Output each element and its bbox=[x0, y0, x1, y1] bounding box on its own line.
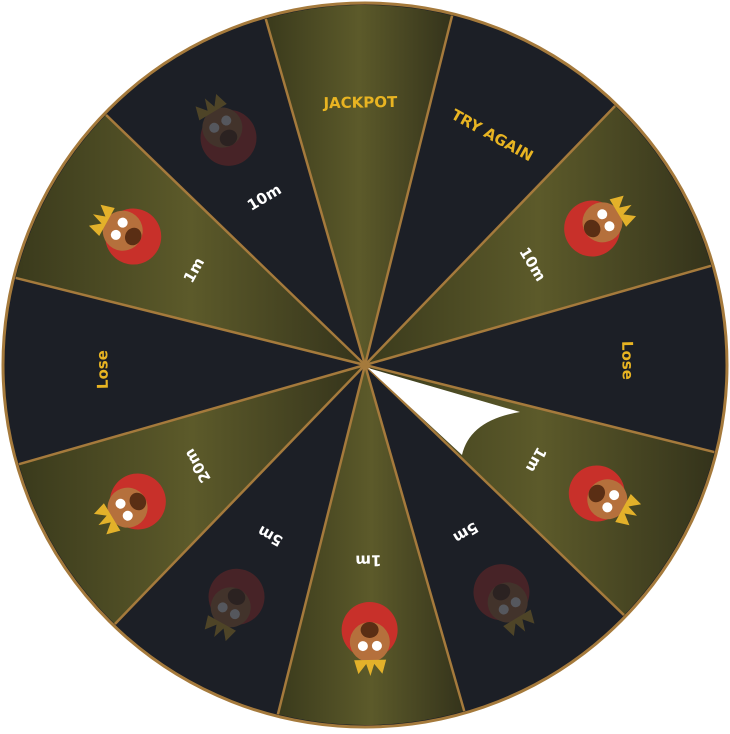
mascot-eye bbox=[229, 609, 240, 620]
mascot-beard bbox=[219, 129, 238, 147]
segment-divider bbox=[105, 114, 366, 366]
mascot-eye bbox=[122, 510, 133, 521]
segment-label: Lose bbox=[618, 341, 637, 380]
mascot-eye bbox=[110, 229, 121, 240]
wheel-segment bbox=[277, 365, 465, 725]
mascot-eye bbox=[217, 602, 228, 613]
mascot-beard bbox=[583, 219, 601, 238]
mascot-beard bbox=[492, 583, 511, 601]
mascot-eye bbox=[609, 490, 620, 501]
segment-divider bbox=[364, 105, 616, 366]
segment-divider bbox=[363, 364, 466, 712]
mascot-icon bbox=[195, 93, 257, 166]
mascot-icon bbox=[204, 568, 265, 642]
segment-label: JACKPOT bbox=[322, 93, 398, 112]
mascot-eye bbox=[115, 498, 126, 509]
mascot-eye bbox=[510, 597, 521, 608]
mascot-beard bbox=[360, 621, 379, 638]
segment-divider bbox=[363, 15, 454, 366]
mascot-eye bbox=[371, 640, 382, 651]
mascot-icon bbox=[473, 564, 535, 637]
mascot-crown bbox=[354, 659, 387, 676]
mascot-eye bbox=[597, 209, 608, 220]
mascot-crown bbox=[88, 204, 115, 236]
mascot-icon bbox=[564, 195, 637, 257]
mascot-crown bbox=[503, 609, 535, 637]
wheel-segment bbox=[265, 4, 453, 365]
wheel-segment bbox=[106, 18, 366, 365]
mascot-crown bbox=[93, 503, 121, 535]
mascot-head bbox=[202, 107, 243, 148]
wheel-gap bbox=[368, 368, 520, 455]
segment-divider bbox=[364, 264, 712, 367]
segment-divider bbox=[15, 276, 366, 367]
wheel-segment bbox=[4, 277, 365, 465]
mascot-icon bbox=[88, 204, 162, 265]
mascot-eye bbox=[117, 217, 128, 228]
segment-divider bbox=[364, 364, 625, 616]
mascot-icon bbox=[341, 601, 398, 676]
mascot-beard bbox=[588, 484, 606, 503]
mascot-crown bbox=[615, 494, 642, 526]
mascot-body bbox=[200, 109, 257, 166]
wheel-segment bbox=[365, 106, 712, 366]
mascot-body bbox=[473, 564, 530, 621]
wheel-segment bbox=[18, 365, 365, 624]
mascot-beard bbox=[129, 492, 147, 511]
segment-label: 1m bbox=[355, 551, 381, 569]
mascot-crown bbox=[195, 93, 227, 121]
wheel-segment bbox=[365, 265, 725, 453]
wheel-segment bbox=[15, 114, 365, 365]
mascot-eye bbox=[209, 122, 220, 133]
mascot-icon bbox=[93, 473, 166, 535]
mascot-head bbox=[487, 582, 528, 623]
mascot-crown bbox=[204, 615, 236, 642]
segment-divider bbox=[264, 18, 367, 366]
wheel-segment bbox=[114, 365, 365, 715]
mascot-icon bbox=[568, 465, 642, 526]
mascot-body bbox=[208, 568, 265, 625]
mascot-crown bbox=[609, 195, 637, 227]
mascot-head bbox=[349, 621, 390, 662]
mascot-beard bbox=[124, 227, 142, 246]
segment-divider bbox=[276, 364, 367, 715]
segment-divider bbox=[114, 364, 366, 625]
segment-label: Lose bbox=[93, 350, 112, 389]
wheel-segment bbox=[365, 15, 616, 365]
mascot-head bbox=[210, 587, 251, 628]
wheel-segment bbox=[365, 365, 624, 712]
mascot-eye bbox=[357, 641, 368, 652]
mascot-eye bbox=[221, 115, 232, 126]
mascot-eye bbox=[602, 502, 613, 513]
mascot-beard bbox=[227, 588, 246, 606]
segment-divider bbox=[364, 363, 715, 454]
mascot-eye bbox=[498, 604, 509, 615]
segment-divider bbox=[18, 363, 366, 466]
mascot-eye bbox=[604, 221, 615, 232]
